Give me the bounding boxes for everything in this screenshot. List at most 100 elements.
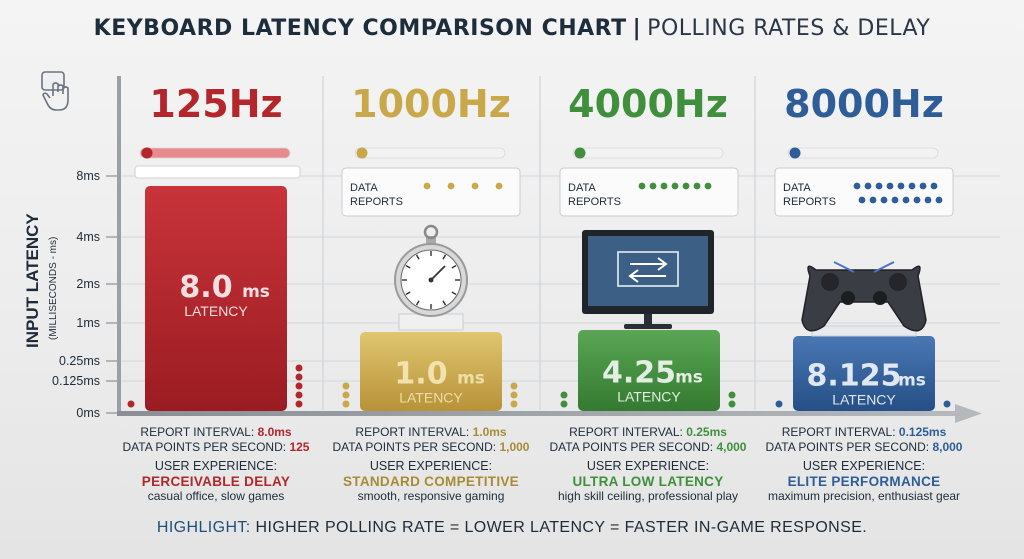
data-report-dot [471, 182, 479, 190]
data-report-dot [864, 182, 872, 190]
dps-label: DATA POINTS PER SECOND: [765, 440, 933, 454]
data-report-dot [682, 182, 690, 190]
bead [295, 382, 303, 390]
click-hand-icon [41, 71, 69, 111]
report-interval-label: REPORT INTERVAL: [569, 425, 687, 439]
y-tick-label: 0.125ms [52, 374, 100, 388]
data-reports-panel [559, 167, 739, 217]
bar-unit-label: ms [898, 371, 926, 391]
report-interval-label: REPORT INTERVAL: [140, 425, 258, 439]
column-info-8000hz: REPORT INTERVAL: 0.125ms DATA POINTS PER … [764, 425, 964, 504]
data-report-dot [704, 182, 712, 190]
data-report-dot [447, 182, 455, 190]
data-report-dot [423, 182, 431, 190]
chart-title: KEYBOARD LATENCY COMPARISON CHART | POLLIN… [0, 16, 1024, 41]
data-report-dot [891, 196, 899, 204]
data-report-dot [869, 196, 877, 204]
bead [728, 400, 736, 408]
y-axis-label: INPUT LATENCY [23, 213, 42, 348]
data-report-dot [853, 182, 861, 190]
ux-label-line: USER EXPERIENCE: [116, 459, 316, 474]
ux-value-line: ULTRA LOW LATENCY [548, 474, 748, 489]
ux-desc-line: maximum precision, enthusiast gear [764, 489, 964, 504]
rate-slider-knob [574, 147, 586, 159]
bead [295, 364, 303, 372]
y-tick-label: 0.25ms [59, 354, 100, 368]
report-interval-value: 1.0ms [472, 425, 507, 439]
rate-slider-knob [789, 147, 801, 159]
bead [342, 391, 350, 399]
ux-desc: high skill ceiling, professional play [557, 489, 739, 503]
rate-slider-track [787, 147, 939, 159]
dps-label: DATA POINTS PER SECOND: [549, 440, 717, 454]
bar-caption: LATENCY [832, 392, 896, 408]
latency-bar [578, 330, 720, 411]
highlight-text: HIGHER POLLING RATE = LOWER LATENCY = FA… [255, 519, 868, 536]
dps-label: DATA POINTS PER SECOND: [332, 440, 500, 454]
ux-desc-line: high skill ceiling, professional play [548, 489, 748, 504]
data-reports-panel [341, 167, 521, 217]
data-report-dot [495, 182, 503, 190]
category-label: 125Hz [149, 82, 282, 126]
column-info-125hz: REPORT INTERVAL: 8.0ms DATA POINTS PER SE… [116, 425, 316, 504]
report-interval-line: REPORT INTERVAL: 0.25ms [548, 425, 748, 440]
ux-label-line: USER EXPERIENCE: [331, 459, 531, 474]
data-reports-label: REPORTS [350, 196, 403, 208]
data-report-dot [875, 182, 883, 190]
latency-bar [793, 336, 935, 411]
bar-value-label: 8.0 [179, 270, 232, 305]
data-report-dot [913, 196, 921, 204]
report-interval-value: 0.125ms [898, 425, 947, 439]
y-tick-label: 4ms [76, 230, 100, 244]
data-report-dot [924, 196, 932, 204]
ux-value: ULTRA LOW LATENCY [572, 474, 724, 489]
ux-desc-line: casual office, slow games [116, 489, 316, 504]
bar-caption: LATENCY [617, 389, 681, 405]
data-report-dot [858, 196, 866, 204]
category-label: 8000Hz [784, 82, 944, 126]
x-axis-arrow [955, 404, 982, 423]
ux-label: USER EXPERIENCE: [802, 459, 926, 473]
rate-slider-track [572, 147, 724, 159]
data-report-dot [649, 182, 657, 190]
data-reports-label: REPORTS [783, 196, 836, 208]
title-separator: | [632, 16, 642, 41]
monitor-icon [582, 230, 714, 329]
data-report-dot [638, 182, 646, 190]
data-reports-panel [774, 167, 954, 217]
report-interval-value: 0.25ms [686, 425, 727, 439]
stopwatch-icon [394, 224, 468, 331]
column-info-4000hz: REPORT INTERVAL: 0.25ms DATA POINTS PER S… [548, 425, 748, 504]
bar-caption: LATENCY [399, 390, 463, 406]
axes [117, 76, 982, 423]
report-interval-value: 8.0ms [257, 425, 292, 439]
y-tick-label: 8ms [76, 169, 100, 183]
report-interval-label: REPORT INTERVAL: [781, 425, 899, 439]
dps-value: 8,000 [932, 440, 963, 454]
category-label: 4000Hz [568, 82, 728, 126]
title-bold: KEYBOARD LATENCY COMPARISON CHART [93, 16, 627, 41]
bar-unit-label: ms [675, 368, 703, 388]
bar-unit-label: ms [242, 282, 270, 302]
gamepad-icon [801, 261, 927, 337]
data-report-dot [935, 196, 943, 204]
dps-value: 125 [289, 440, 310, 454]
data-reports-label: DATA [350, 182, 378, 194]
column-info-1000hz: REPORT INTERVAL: 1.0ms DATA POINTS PER SE… [331, 425, 531, 504]
ux-value-line: STANDARD COMPETITIVE [331, 474, 531, 489]
y-tick-label: 1ms [76, 316, 100, 330]
latency-bar [145, 186, 287, 411]
dps-line: DATA POINTS PER SECOND: 1,000 [331, 440, 531, 455]
ux-desc: maximum precision, enthusiast gear [767, 489, 961, 503]
bar-value-label: 8.125 [807, 359, 902, 394]
bar-value-label: 4.25 [602, 356, 676, 391]
latency-bar [360, 332, 502, 411]
bead [560, 391, 568, 399]
data-reports-label: DATA [783, 182, 811, 194]
bar-unit-label: ms [457, 369, 485, 389]
y-tick-labels: 8ms 4ms 2ms 1ms 0.25ms 0.125ms 0ms [52, 169, 118, 420]
